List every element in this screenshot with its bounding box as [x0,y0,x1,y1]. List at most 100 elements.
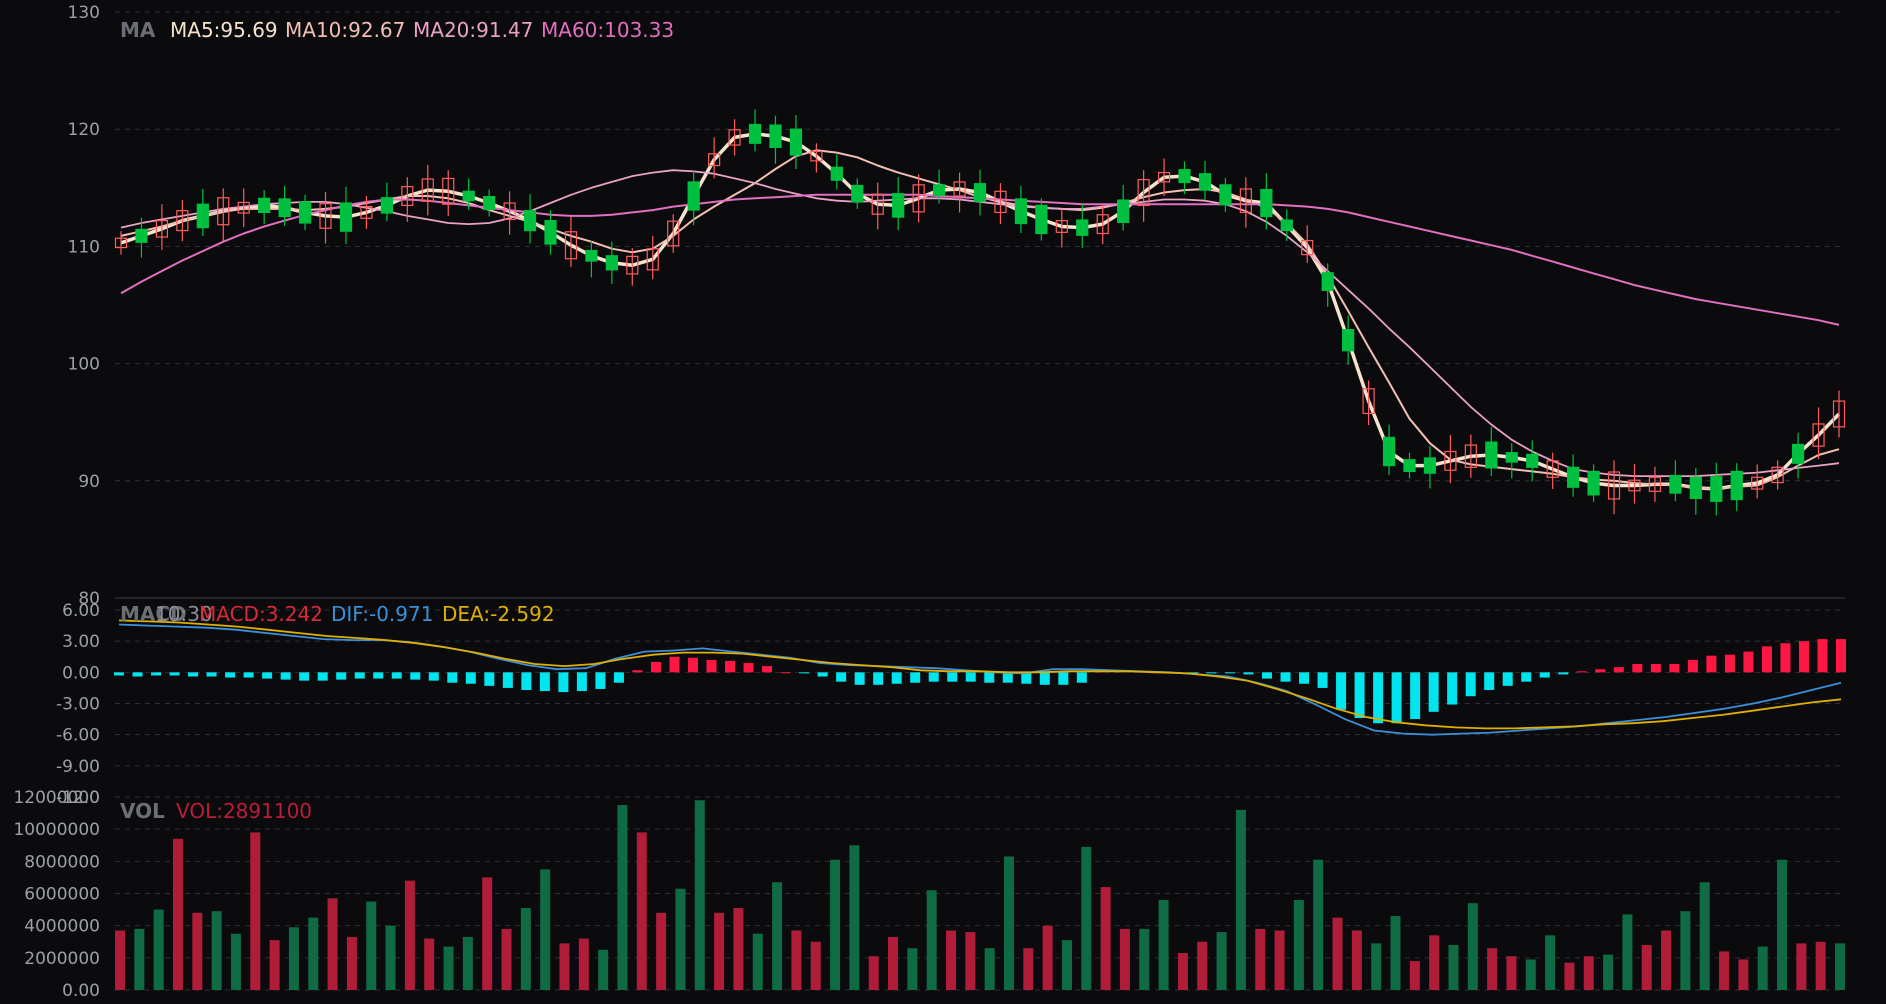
volume-bar [540,869,551,990]
ma60-legend: MA60:103.33 [541,18,674,42]
volume-bar [1545,935,1556,990]
volume-bar [984,948,995,990]
macd-bar [1224,672,1235,674]
volume-bar [153,909,164,990]
macd-bar [1336,672,1347,710]
ma20-legend: MA20:91.47 [413,18,533,42]
macd-legend-overlap: 10:30 [155,602,213,626]
volume-bar [1661,930,1672,990]
candle-body [1198,173,1212,191]
volume-bar [1815,941,1826,990]
macd-bar [1632,664,1643,673]
macd-tick-label: -9.00 [56,757,100,777]
candle-body [585,249,598,262]
price-tick-label: 110 [68,237,100,257]
dea-line [118,619,1842,730]
candle-body [1219,184,1232,206]
volume-bar [230,933,241,990]
volume-bar [288,927,299,990]
volume-bar [849,845,860,990]
macd-bar [428,672,439,681]
macd-bar [1243,672,1254,675]
macd-bar [1798,641,1809,673]
volume-bar [1332,917,1343,990]
macd-bar [484,672,495,686]
volume-tick-label: 10000000 [13,820,100,840]
candle-body [258,197,271,214]
macd-bar [1724,654,1735,673]
macd-bar [114,672,124,676]
macd-bar [354,672,365,679]
candle-body [1423,457,1437,474]
candle-body [1546,460,1559,478]
candle-body [401,186,414,206]
candle-body [1076,219,1089,236]
volume-bar [1487,948,1498,990]
volume-bar [443,946,454,990]
candle-body [442,177,455,205]
macd-tick-label: -12.0 [56,788,100,808]
volume-bar [1255,928,1266,990]
volume-bar [520,907,531,990]
ma5-legend: MA5:95.69 [170,18,278,42]
macd-bar [836,672,847,682]
volume-bar [1680,911,1691,990]
candle-body [810,150,823,162]
candle-body [278,198,291,218]
candle-body [155,220,169,238]
macd-bar [1613,667,1624,673]
candle-body [1771,466,1784,484]
volume-bar [907,948,918,990]
candle-body [973,183,987,202]
macd-bar [1465,672,1476,697]
volume-bar [115,930,125,990]
macd-bar [1317,672,1328,688]
volume-bar [424,938,435,990]
volume-bar [1081,846,1092,990]
candle-body [1055,220,1068,233]
dif-legend: DIF:-0.971 [331,602,433,626]
volume-bar [1177,953,1188,990]
macd-bar [632,670,643,673]
candle-body [564,231,578,260]
candle-body [1035,204,1048,235]
volume-bar [1003,856,1014,990]
volume-bar [1506,956,1517,990]
volume-bar [617,805,628,990]
candle-body [1832,400,1846,428]
macd-bar [1780,643,1791,673]
candle-body [523,210,537,232]
volume-tick-label: 12000000 [13,788,100,808]
candle-body [237,201,250,214]
macd-bar [928,672,939,682]
volume-bar [752,933,763,990]
candle-body [196,203,209,229]
volume-bar [1641,944,1652,990]
macd-bar [1817,639,1828,673]
candle-body [1157,171,1171,183]
volume-bar [868,956,879,990]
macd-bar [1428,672,1439,712]
volume-bar [1622,914,1633,990]
volume-bar [1042,925,1053,990]
volume-bar [308,917,319,990]
candle-body [176,210,189,232]
candle-body [708,153,721,167]
volume-bar [559,943,570,990]
volume-bar [888,936,899,990]
volume-bar [578,938,589,990]
volume-bar [946,930,957,990]
macd-bar [688,657,698,673]
price-legend-title: MA [120,18,156,42]
volume-bar [1139,928,1150,990]
candle-body [748,123,762,144]
candle-body [1730,470,1743,501]
volume-bar [1757,946,1768,990]
volume-bar [1564,962,1575,990]
macd-bar [391,672,402,679]
volume-bar [1158,899,1169,990]
candle-body [769,124,782,148]
volume-bar [675,888,686,990]
